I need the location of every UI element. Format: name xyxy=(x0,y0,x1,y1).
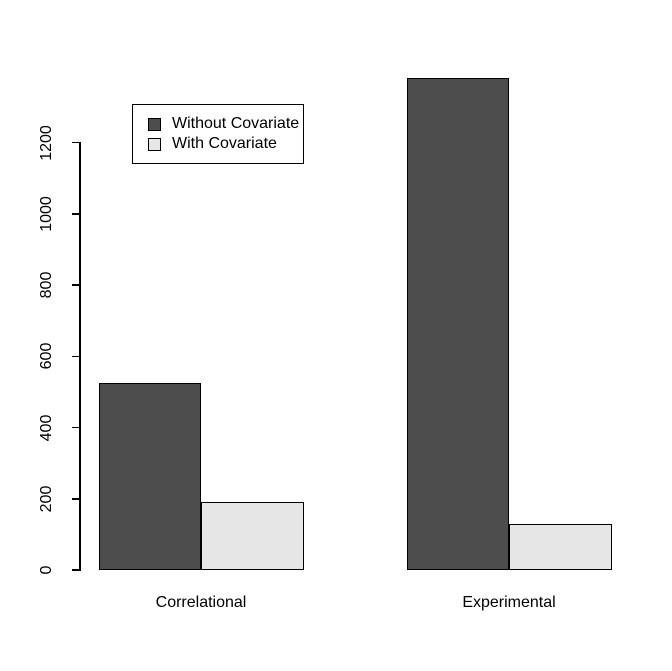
y-tick-label-600: 600 xyxy=(38,342,55,370)
y-tick-label-1000: 1000 xyxy=(38,195,55,232)
y-tick-200 xyxy=(71,498,79,500)
y-tick-0 xyxy=(71,569,79,571)
y-tick-label-400: 400 xyxy=(38,414,55,441)
legend-swatch-without-covariate xyxy=(148,117,161,131)
y-tick-1200 xyxy=(71,141,79,144)
legend-label-without-covariate: Without Covariate xyxy=(172,115,300,132)
y-axis-line xyxy=(79,142,81,571)
legend-entry-without-covariate: Without Covariate xyxy=(148,114,303,134)
x-category-label-correlational: Correlational xyxy=(155,594,247,611)
bar-correlational-with-covariate xyxy=(201,502,304,570)
y-tick-600 xyxy=(71,355,79,357)
y-tick-400 xyxy=(71,426,79,429)
bar-experimental-with-covariate xyxy=(509,523,612,570)
legend-box: Without Covariate With Covariate xyxy=(132,104,304,164)
y-tick-1000 xyxy=(71,213,79,215)
bar-correlational-without-covariate xyxy=(98,382,201,570)
legend-label-with-covariate: With Covariate xyxy=(172,135,277,152)
y-tick-label-0: 0 xyxy=(38,565,55,575)
y-tick-label-200: 200 xyxy=(38,485,55,513)
legend-swatch-with-covariate xyxy=(148,137,161,151)
y-tick-800 xyxy=(71,284,79,286)
bar-experimental-without-covariate xyxy=(406,78,509,570)
y-tick-label-800: 800 xyxy=(38,271,55,299)
y-tick-label-1200: 1200 xyxy=(38,124,55,161)
legend-entry-with-covariate: With Covariate xyxy=(148,134,303,154)
x-category-label-experimental: Experimental xyxy=(462,594,556,611)
